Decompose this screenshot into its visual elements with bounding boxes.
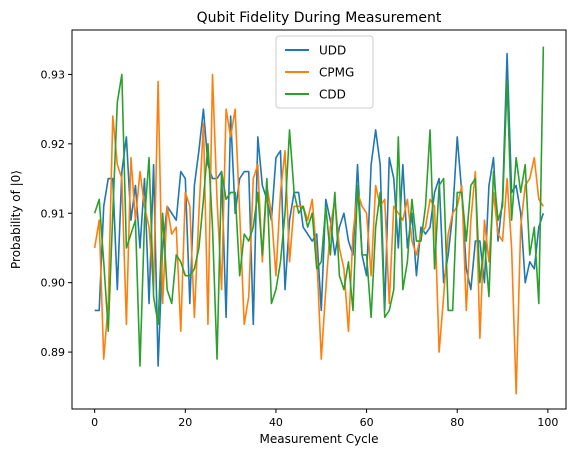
- x-tick-label: 0: [91, 416, 98, 429]
- y-axis-label: Probability of |0⟩: [9, 170, 23, 269]
- x-axis-label: Measurement Cycle: [260, 432, 379, 446]
- legend-item-cpmg: CPMG: [285, 66, 354, 80]
- y-tick-label: 0.92: [41, 138, 66, 151]
- x-axis: 0 20 40 60 80 100: [91, 409, 558, 429]
- legend-label: CPMG: [319, 66, 354, 80]
- x-tick-label: 40: [269, 416, 283, 429]
- x-tick-label: 80: [450, 416, 464, 429]
- legend-item-udd: UDD: [285, 44, 346, 58]
- plot-frame: [71, 29, 567, 410]
- x-tick-label: 60: [360, 416, 374, 429]
- legend-label: CDD: [319, 88, 346, 102]
- y-tick-label: 0.90: [41, 277, 66, 290]
- legend: UDD CPMG CDD: [275, 35, 374, 109]
- legend-label: UDD: [319, 44, 346, 58]
- x-tick-label: 20: [178, 416, 192, 429]
- legend-box: [275, 35, 374, 109]
- plot-lines: [93, 46, 545, 395]
- y-tick-label: 0.93: [41, 68, 66, 81]
- series-line-cpmg: [93, 73, 545, 395]
- chart-title: Qubit Fidelity During Measurement: [197, 10, 442, 26]
- y-axis: 0.89 0.90 0.91 0.92 0.93: [41, 68, 72, 359]
- x-tick-label: 100: [537, 416, 558, 429]
- y-tick-label: 0.91: [41, 207, 66, 220]
- y-tick-label: 0.89: [41, 346, 66, 359]
- series-line-cdd: [93, 46, 545, 367]
- legend-item-cdd: CDD: [285, 88, 346, 102]
